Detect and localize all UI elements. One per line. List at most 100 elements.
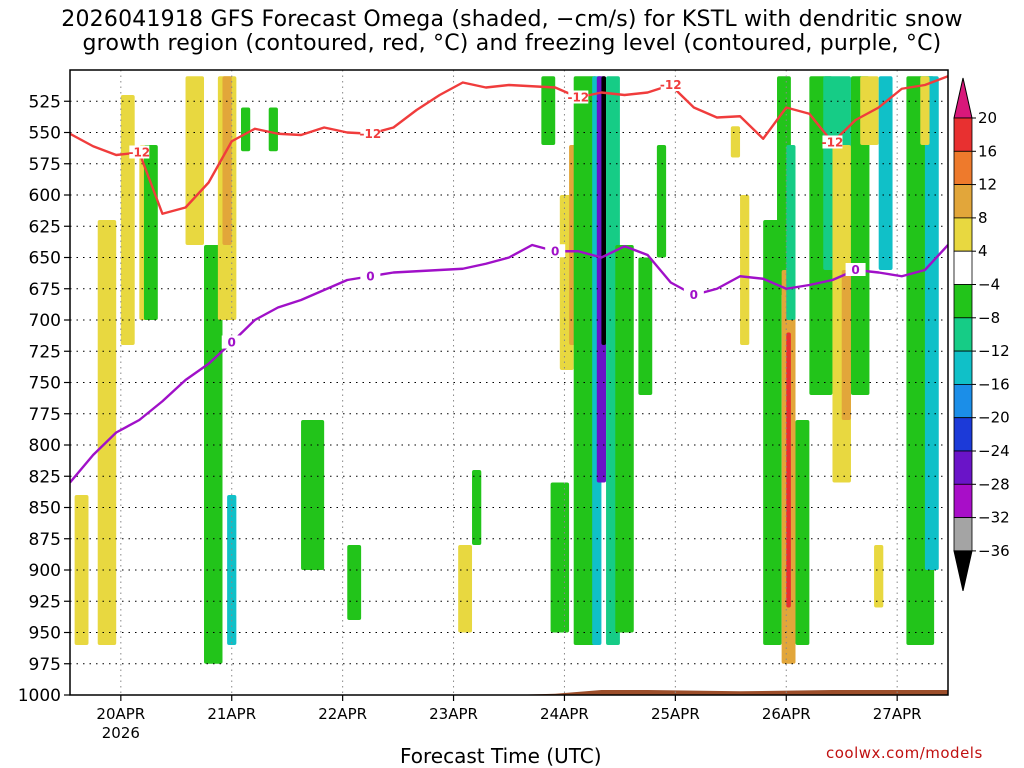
colorbar-segment <box>953 517 973 552</box>
colorbar-segment <box>953 383 973 419</box>
freezing-level-contour-label-bg <box>545 244 566 258</box>
omega-cell <box>227 495 237 645</box>
colorbar-segment <box>953 483 973 518</box>
omega-cell <box>601 76 607 345</box>
colorbar: 20 16 12 8 4 −4 −8 −12 −16 −20 −24 −28 −32 −36 <box>953 77 1010 592</box>
y-tick-label: 825 <box>29 467 61 487</box>
y-tick-label: 700 <box>29 311 61 331</box>
y-tick-label: 525 <box>29 92 61 112</box>
omega-cell <box>638 257 653 395</box>
contours: -12 -12 -12 -12 -12 0 0 0 0 0 <box>70 75 948 484</box>
colorbar-segment <box>953 150 973 186</box>
omega-cell <box>550 482 570 633</box>
x-axis-label: Forecast Time (UTC) <box>400 744 602 768</box>
omega-cell <box>924 76 939 570</box>
freezing-level-contour-label-bg <box>683 288 704 301</box>
x-tick-label: 22APR <box>318 705 367 723</box>
dgz-contour-label: -12 <box>128 146 150 160</box>
omega-cell <box>301 420 325 570</box>
omega-cell <box>874 545 884 608</box>
colorbar-segment <box>953 317 973 352</box>
y-tick-label: 900 <box>29 561 61 581</box>
colorbar-segment <box>953 450 973 485</box>
freezing-level-contour <box>70 243 948 484</box>
surface-ground <box>509 690 948 695</box>
omega-cell <box>458 545 473 633</box>
y-tick-label: 975 <box>29 655 61 675</box>
omega-cell <box>730 126 741 158</box>
x-tick-label: 24APR <box>540 705 589 723</box>
omega-cell <box>222 76 232 245</box>
credit-link[interactable]: coolwx.com/models <box>826 744 983 762</box>
freezing-level-contour-label: 0 <box>366 269 374 283</box>
colorbar-segment <box>953 217 973 252</box>
x-tick-label: 25APR <box>651 705 700 723</box>
chart-title-line-1: 2026041918 GFS Forecast Omega (shaded, −… <box>61 7 963 32</box>
colorbar-segment <box>953 117 973 152</box>
omega-cell <box>841 270 851 420</box>
x-tick-label: 23APR <box>429 705 478 723</box>
y-tick-label: 600 <box>29 186 61 206</box>
colorbar-segment <box>953 350 973 385</box>
colorbar-label: −16 <box>978 375 1010 393</box>
y-tick-label: 550 <box>29 124 61 144</box>
omega-cell <box>850 76 870 395</box>
colorbar-label: −8 <box>978 309 1000 327</box>
colorbar-segment <box>953 184 973 219</box>
omega-cell <box>347 545 362 620</box>
y-tick-label: 850 <box>29 499 61 519</box>
y-tick-label: 725 <box>29 342 61 362</box>
x-tick-label: 27APR <box>873 705 922 723</box>
y-tick-label: 625 <box>29 217 61 237</box>
y-axis: 525 550 575 600 625 650 675 700 725 750 775 800 825 8… <box>18 92 70 706</box>
omega-cell <box>615 245 634 633</box>
chart-title-line-2: growth region (contoured, red, °C) and f… <box>82 31 942 56</box>
omega-cell <box>786 332 791 608</box>
omega-cell <box>860 76 879 145</box>
colorbar-label: 12 <box>978 176 997 194</box>
dgz-contour-label-bg <box>129 145 150 159</box>
colorbar-label: −12 <box>978 342 1010 360</box>
y-tick-label: 775 <box>29 405 61 425</box>
omega-cell <box>268 107 278 152</box>
colorbar-label: 16 <box>978 142 997 160</box>
y-tick-label: 875 <box>29 530 61 550</box>
freezing-level-contour-label: 0 <box>551 244 559 258</box>
freezing-level-contour-label: 0 <box>690 288 698 302</box>
colorbar-label: 20 <box>978 109 997 127</box>
colorbar-top-arrow <box>953 77 973 119</box>
dgz-contour-label-bg <box>822 135 843 149</box>
colorbar-label: −32 <box>978 509 1010 527</box>
y-tick-label: 675 <box>29 280 61 300</box>
omega-cell <box>143 145 158 320</box>
dgz-contour-label: -12 <box>822 136 844 150</box>
omega-cell <box>97 220 117 645</box>
surface-terrain <box>509 690 948 695</box>
y-tick-label: 800 <box>29 436 61 456</box>
colorbar-label: −20 <box>978 409 1010 427</box>
colorbar-segment <box>953 250 973 285</box>
y-tick-label: 575 <box>29 155 61 175</box>
y-tick-label: 950 <box>29 624 61 644</box>
dgz-contour-label: -12 <box>360 127 382 141</box>
colorbar-label: −24 <box>978 442 1010 460</box>
omega-cell <box>740 195 750 345</box>
colorbar-segment <box>953 284 973 319</box>
freezing-level-contour-label-bg <box>845 263 866 276</box>
freezing-level-contour-label: 0 <box>851 263 859 277</box>
dgz-contour-label-bg <box>568 90 589 104</box>
y-tick-label: 1000 <box>18 686 61 706</box>
dgz-contour-label-bg <box>360 126 381 140</box>
omega-cell <box>472 470 482 545</box>
colorbar-label: −28 <box>978 475 1010 493</box>
omega-cell <box>920 76 930 145</box>
x-tick-sublabel: 2026 <box>102 724 140 742</box>
omega-cell <box>878 76 893 270</box>
colorbar-bottom-arrow <box>953 550 973 592</box>
freezing-level-contour-label-bg <box>221 335 242 349</box>
dgz-contour-label: -12 <box>660 78 682 92</box>
colorbar-label: −4 <box>978 276 1000 294</box>
omega-cell <box>795 420 810 645</box>
